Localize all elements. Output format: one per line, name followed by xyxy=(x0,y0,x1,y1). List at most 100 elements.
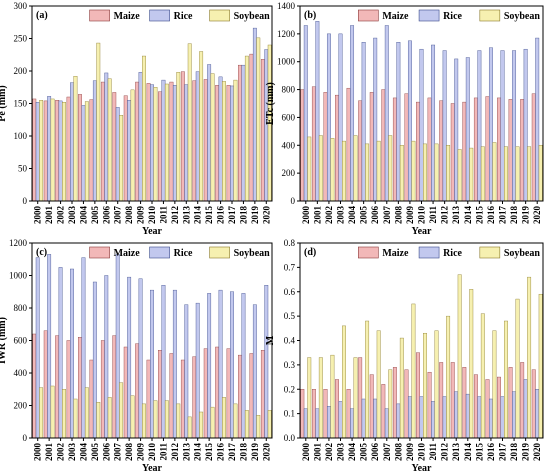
bar-maize xyxy=(369,92,374,202)
bar-soybean xyxy=(84,101,89,202)
bar-soybean xyxy=(365,143,370,202)
x-tick-label: 2000 xyxy=(301,206,311,225)
bar-rice xyxy=(138,72,143,202)
bar-maize xyxy=(123,346,128,439)
bar-maize xyxy=(508,99,513,202)
bar-soybean xyxy=(84,387,89,439)
bar-maize xyxy=(335,94,339,202)
x-tick-label: 2007 xyxy=(382,206,392,225)
bar-maize xyxy=(300,389,305,439)
bar-rice xyxy=(150,84,154,202)
x-tick-label: 2013 xyxy=(181,206,191,225)
y-tick-label: 0.8 xyxy=(284,238,296,248)
bar-maize xyxy=(404,93,409,202)
bar-rice xyxy=(442,50,447,202)
bar-rice xyxy=(419,48,424,202)
legend-label-maize: Maize xyxy=(114,248,141,259)
bar-rice xyxy=(315,21,320,202)
bar-soybean xyxy=(353,135,358,202)
bar-rice xyxy=(326,406,331,439)
x-tick-label: 2018 xyxy=(509,206,519,225)
y-tick-label: 0.2 xyxy=(284,384,295,394)
legend-swatch-soybean xyxy=(479,9,501,22)
bar-maize xyxy=(249,53,254,202)
bar-soybean xyxy=(176,72,181,202)
bar-maize xyxy=(531,93,536,202)
bar-maize xyxy=(32,98,37,202)
y-tick-label: 0.3 xyxy=(284,360,296,370)
bar-rice xyxy=(218,289,223,439)
x-tick-label: 2007 xyxy=(113,206,123,225)
x-tick-label: 2000 xyxy=(33,206,43,225)
bar-maize xyxy=(66,340,71,439)
bar-maize xyxy=(473,374,478,439)
bar-maize xyxy=(346,87,351,202)
bar-soybean xyxy=(96,42,101,202)
bar-maize xyxy=(416,101,420,202)
bar-rice xyxy=(70,82,74,202)
bar-maize xyxy=(311,389,316,439)
bar-soybean xyxy=(538,293,543,439)
x-tick-label: 2019 xyxy=(521,206,531,225)
x-tick-label: 2009 xyxy=(136,206,146,225)
bar-rice xyxy=(384,408,389,439)
x-tick-label: 2019 xyxy=(521,443,531,462)
bar-rice xyxy=(500,396,505,439)
bar-soybean xyxy=(210,406,215,439)
x-tick-label: 2003 xyxy=(336,443,346,462)
x-tick-label: 2011 xyxy=(158,206,168,224)
bar-rice xyxy=(477,396,482,439)
bar-maize xyxy=(169,81,174,202)
x-tick-label: 2005 xyxy=(359,443,369,462)
bar-rice xyxy=(172,85,177,202)
bar-soybean xyxy=(469,289,474,439)
x-tick-label: 2012 xyxy=(170,443,180,462)
bar-soybean xyxy=(318,135,323,202)
bar-rice xyxy=(303,25,308,202)
legend-swatch-soybean xyxy=(479,246,501,259)
bar-soybean xyxy=(50,98,55,202)
bar-maize xyxy=(192,356,197,439)
bar-maize xyxy=(146,83,151,202)
bar-soybean xyxy=(469,147,474,202)
x-tick-label: 2010 xyxy=(417,443,427,462)
x-tick-label: 2012 xyxy=(440,443,450,462)
x-tick-label: 2002 xyxy=(324,206,334,225)
bar-rice xyxy=(350,25,355,202)
bar-maize xyxy=(169,353,174,439)
bar-soybean xyxy=(233,403,238,439)
bar-soybean xyxy=(233,79,238,202)
bar-maize xyxy=(249,353,254,439)
bar-soybean xyxy=(39,100,44,202)
bar-maize xyxy=(520,362,525,439)
x-tick-label: 2007 xyxy=(382,443,392,462)
bar-soybean xyxy=(527,276,532,439)
bar-maize xyxy=(43,100,48,202)
bar-rice xyxy=(303,408,308,439)
bar-soybean xyxy=(388,135,393,202)
bar-maize xyxy=(462,367,467,439)
x-tick-label: 2015 xyxy=(204,206,214,225)
bar-soybean xyxy=(527,146,532,202)
bar-rice xyxy=(396,42,401,202)
x-tick-label: 2016 xyxy=(486,443,496,462)
bar-soybean xyxy=(411,140,416,202)
x-tick-label: 2014 xyxy=(463,443,473,462)
legend-label-soybean: Soybean xyxy=(504,11,541,22)
y-tick-label: 1000 xyxy=(9,271,28,281)
bar-soybean xyxy=(388,369,393,439)
bar-rice xyxy=(488,398,493,439)
bar-soybean xyxy=(480,313,485,439)
bar-rice xyxy=(127,276,132,439)
bar-maize xyxy=(260,350,265,439)
bar-soybean xyxy=(39,387,44,439)
bar-maize xyxy=(66,96,71,202)
x-tick-label: 2012 xyxy=(440,206,450,225)
y-axis-label: ETc (mm) xyxy=(265,82,276,125)
bar-maize xyxy=(226,348,231,439)
bar-maize xyxy=(450,362,455,439)
bar-rice xyxy=(500,50,505,202)
bar-soybean xyxy=(130,89,135,202)
bar-soybean xyxy=(96,402,101,439)
